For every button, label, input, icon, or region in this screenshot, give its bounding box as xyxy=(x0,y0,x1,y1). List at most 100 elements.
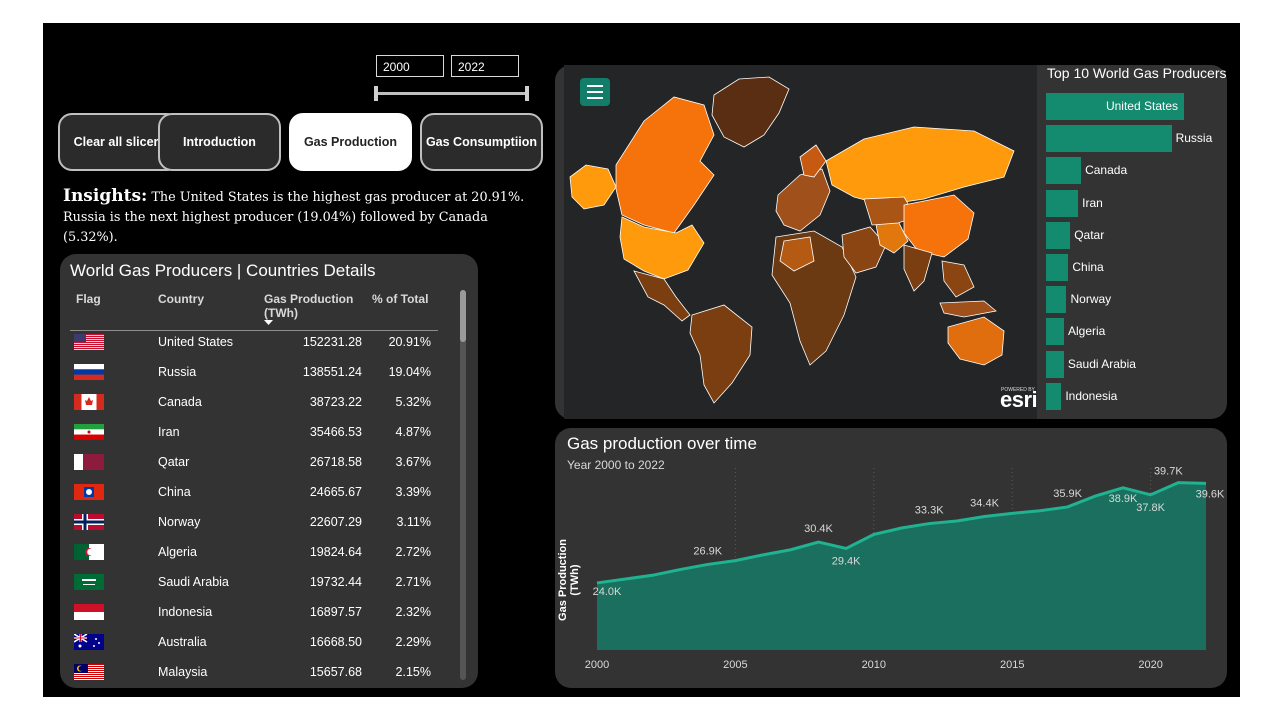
table-row[interactable]: Iran 35466.53 4.87% xyxy=(70,422,438,452)
menu-icon[interactable] xyxy=(580,78,610,106)
map-region-indonesia xyxy=(939,300,997,318)
table-row[interactable]: Qatar 26718.58 3.67% xyxy=(70,452,438,482)
x-tick-label: 2010 xyxy=(862,659,886,671)
map-region-greenland xyxy=(711,76,790,148)
slider-start-handle[interactable] xyxy=(374,86,378,101)
data-label: 37.8K xyxy=(1136,502,1165,514)
area-chart: 2000 2005 2010 2015 2020 24.0K 26.9K 30.4K 29.4K… xyxy=(585,466,1225,671)
map-region-south-asia xyxy=(903,244,933,292)
map-attribution-small: POWERED BY xyxy=(1001,387,1035,393)
insights-label: Insights: xyxy=(63,186,148,206)
world-map[interactable]: POWERED BY esri xyxy=(564,65,1038,419)
end-year-input[interactable]: 2022 xyxy=(451,55,519,77)
gas-production-button[interactable]: Gas Production xyxy=(289,113,412,171)
slider-end-handle[interactable] xyxy=(525,86,529,101)
flag-icon xyxy=(74,334,104,350)
countries-details-table: World Gas Producers | Countries Details … xyxy=(60,254,478,688)
start-year-input[interactable]: 2000 xyxy=(376,55,444,77)
top10-bar[interactable] xyxy=(1046,157,1082,185)
data-label: 33.3K xyxy=(915,505,944,517)
flag-icon xyxy=(74,664,104,680)
top10-bar-label: Indonesia xyxy=(1065,388,1118,403)
top10-bar[interactable] xyxy=(1046,286,1067,314)
percent-cell: 2.72% xyxy=(395,545,431,559)
map-region-canada xyxy=(615,96,715,234)
top10-bar[interactable] xyxy=(1046,221,1071,249)
map-region-norway xyxy=(799,144,827,178)
percent-cell: 20.91% xyxy=(388,335,431,349)
table-header: Flag Country Gas Production (TWh) % of T… xyxy=(70,290,438,331)
map-card: POWERED BY esri Top 10 World Gas Produce… xyxy=(555,65,1227,419)
map-region-china xyxy=(903,194,975,258)
gas-consumption-button[interactable]: Gas Consumptiion xyxy=(420,113,543,171)
introduction-button[interactable]: Introduction xyxy=(158,113,281,171)
table-scrollbar[interactable] xyxy=(460,290,466,680)
flag-icon xyxy=(74,604,104,620)
country-cell: Indonesia xyxy=(158,605,213,619)
header-flag[interactable]: Flag xyxy=(76,292,101,306)
production-cell: 35466.53 xyxy=(309,425,362,439)
header-country[interactable]: Country xyxy=(158,292,204,306)
country-cell: United States xyxy=(158,335,234,349)
map-region-algeria xyxy=(779,236,815,272)
line-chart-subtitle: Year 2000 to 2022 xyxy=(567,458,665,472)
top10-bar[interactable] xyxy=(1046,254,1069,281)
top10-bar[interactable] xyxy=(1046,189,1079,217)
country-cell: Algeria xyxy=(158,545,197,559)
data-label: 24.0K xyxy=(593,586,622,598)
top10-bar[interactable] xyxy=(1046,350,1064,378)
table-title: World Gas Producers | Countries Details xyxy=(70,261,376,280)
table-row[interactable]: China 24665.67 3.39% xyxy=(70,482,438,512)
top10-bar[interactable] xyxy=(1046,125,1172,153)
data-label: 35.9K xyxy=(1053,488,1082,500)
production-cell: 38723.22 xyxy=(309,395,362,409)
flag-icon xyxy=(74,424,104,440)
top10-bar-label: Qatar xyxy=(1074,227,1105,242)
data-label: 26.9K xyxy=(693,545,722,557)
percent-cell: 2.32% xyxy=(395,605,431,619)
table-row[interactable]: Algeria 19824.64 2.72% xyxy=(70,542,438,572)
top10-bar[interactable] xyxy=(1046,93,1184,120)
table-row[interactable]: Australia 16668.50 2.29% xyxy=(70,632,438,662)
x-tick-label: 2020 xyxy=(1138,659,1162,671)
map-region-mexico xyxy=(633,270,691,322)
x-tick-label: 2015 xyxy=(1000,659,1024,671)
top10-bar-label: Russia xyxy=(1175,131,1213,146)
table-row[interactable]: Russia 138551.24 19.04% xyxy=(70,362,438,392)
line-chart-title: Gas production over time xyxy=(567,434,757,453)
map-region-europe xyxy=(775,168,831,232)
top10-bar-label: Norway xyxy=(1070,292,1112,307)
table-row[interactable]: Norway 22607.29 3.11% xyxy=(70,512,438,542)
country-cell: Australia xyxy=(158,635,207,649)
country-cell: Canada xyxy=(158,395,202,409)
table-row[interactable]: Saudi Arabia 19732.44 2.71% xyxy=(70,572,438,602)
map-region-australia xyxy=(947,316,1005,366)
world-map-shapes xyxy=(569,76,1015,404)
table-row[interactable]: Malaysia 15657.68 2.15% xyxy=(70,662,438,692)
table-scroll-thumb[interactable] xyxy=(460,290,466,342)
production-cell: 16668.50 xyxy=(309,635,362,649)
country-cell: Saudi Arabia xyxy=(158,575,229,589)
top10-bar-label: United States xyxy=(1105,99,1178,113)
production-over-time-card: Gas production over time Year 2000 to 20… xyxy=(555,428,1227,688)
esri-logo: esri xyxy=(1000,387,1038,412)
data-label: 39.6K xyxy=(1196,488,1225,500)
map-region-russia xyxy=(825,126,1015,206)
flag-icon xyxy=(74,574,104,590)
table-row[interactable]: Canada 38723.22 5.32% xyxy=(70,392,438,422)
flag-icon xyxy=(74,484,104,500)
percent-cell: 2.15% xyxy=(395,665,431,679)
top10-bar[interactable] xyxy=(1046,318,1064,346)
header-pct[interactable]: % of Total xyxy=(372,292,429,306)
x-tick-label: 2000 xyxy=(585,659,609,671)
header-production[interactable]: Gas Production (TWh) xyxy=(264,292,354,320)
top10-bar[interactable] xyxy=(1046,382,1062,410)
data-label: 30.4K xyxy=(804,523,833,535)
table-row[interactable]: United States 152231.28 20.91% xyxy=(70,332,438,362)
year-range-slider[interactable] xyxy=(376,92,528,95)
percent-cell: 3.11% xyxy=(396,515,431,529)
production-cell: 16897.57 xyxy=(309,605,362,619)
table-row[interactable]: Indonesia 16897.57 2.32% xyxy=(70,602,438,632)
data-label: 34.4K xyxy=(970,498,999,510)
percent-cell: 4.87% xyxy=(395,425,431,439)
